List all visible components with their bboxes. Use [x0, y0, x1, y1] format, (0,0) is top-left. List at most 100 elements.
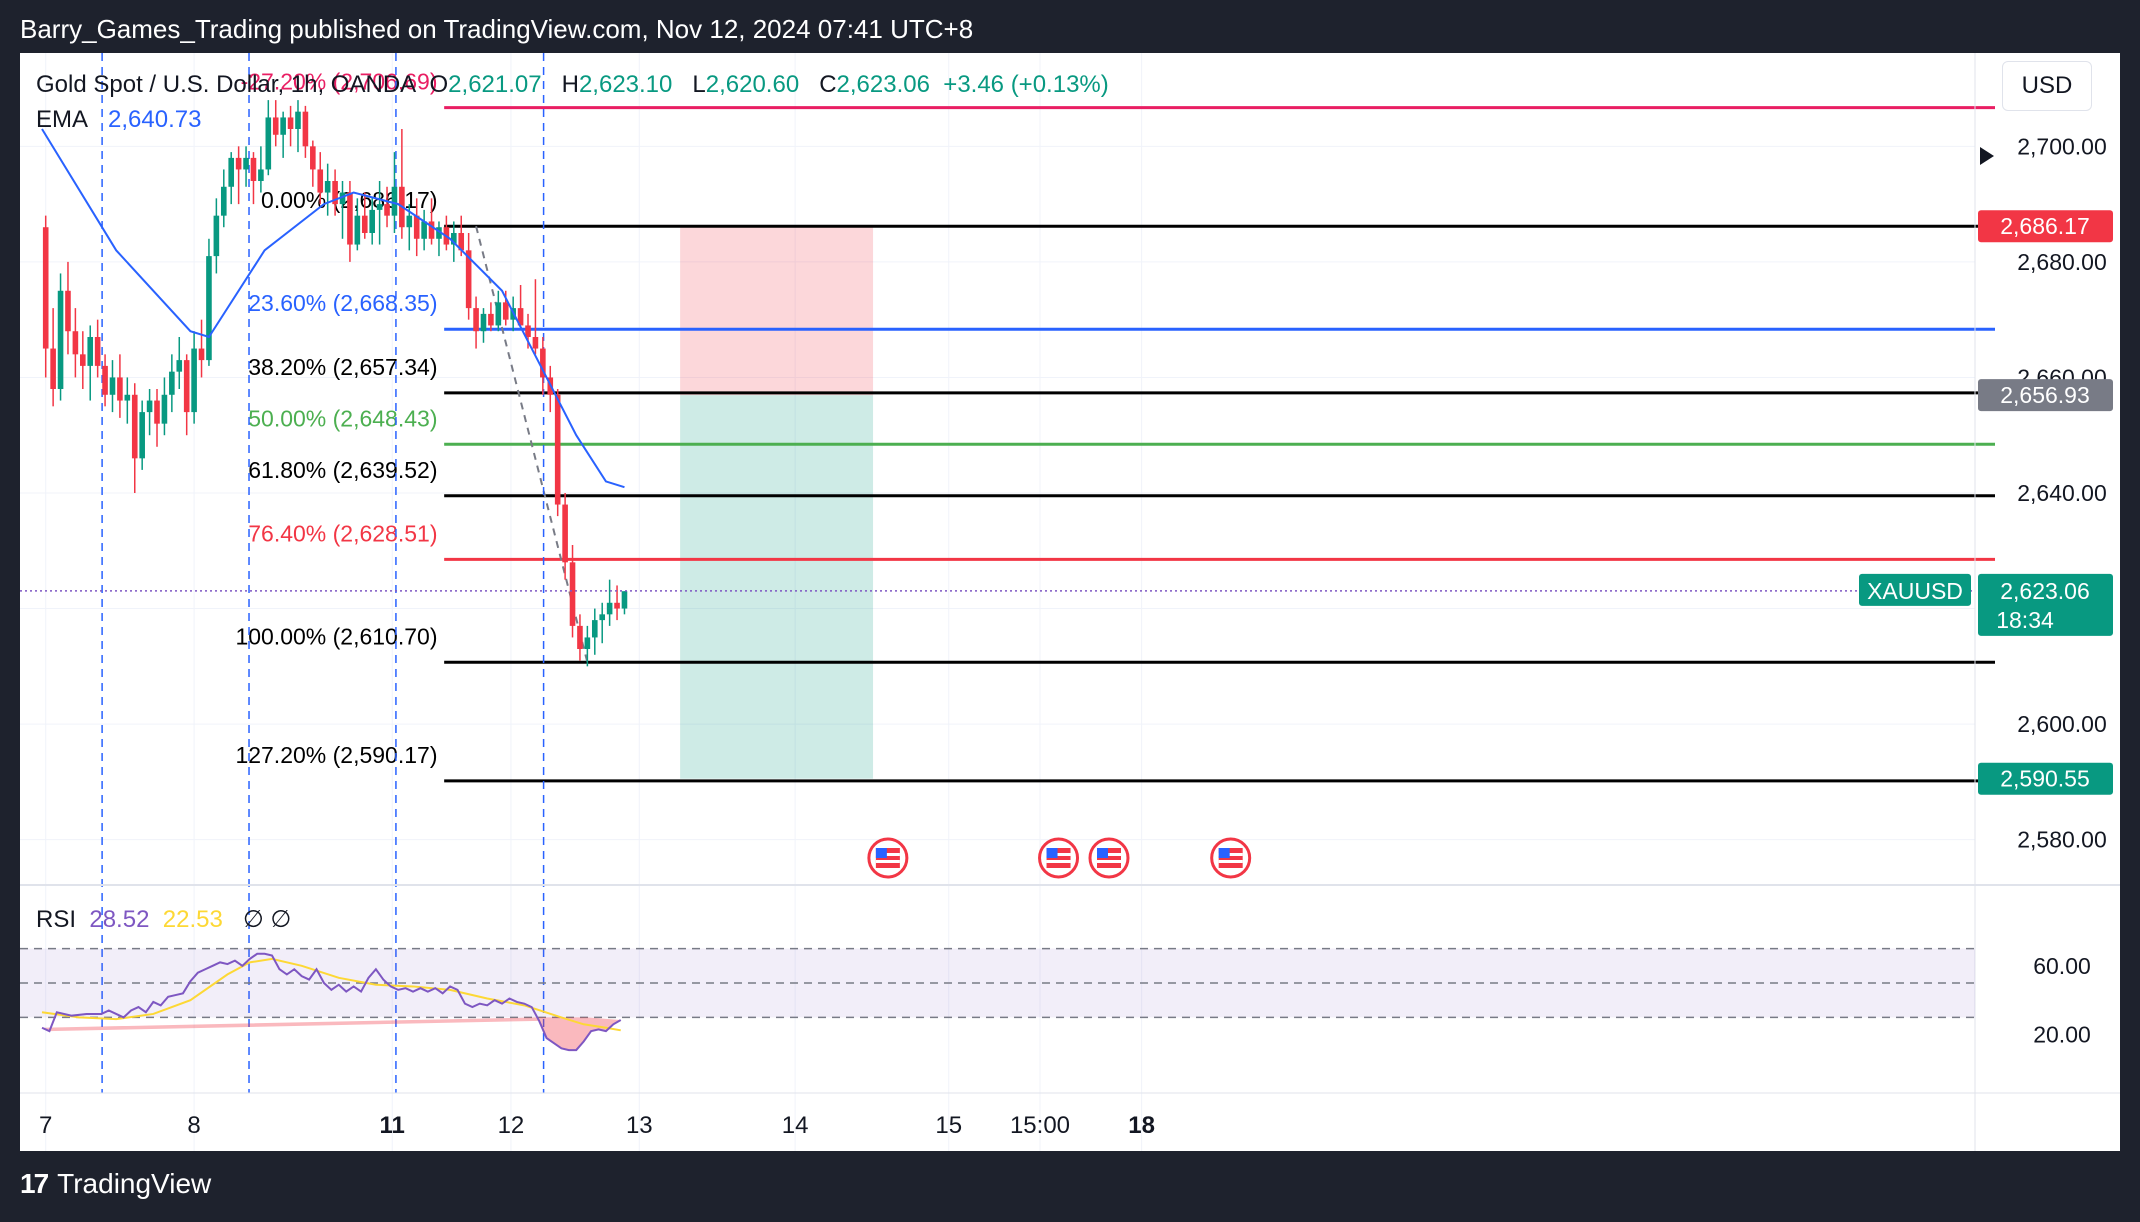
position-target-zone: [680, 395, 874, 779]
us-flag-icon: [1046, 853, 1071, 856]
candle: [436, 227, 442, 239]
fib-label: 38.20% (2,657.34): [248, 354, 437, 380]
candle: [428, 221, 435, 239]
fib-label: 76.40% (2,628.51): [248, 520, 437, 546]
rsi-value: 28.52: [89, 906, 150, 933]
candle: [57, 290, 64, 389]
scroll-right-icon: [1980, 147, 1994, 165]
ema-value: 2,640.73: [108, 106, 202, 133]
tradingview-logo-icon: 17: [20, 1168, 49, 1199]
rsi-legend[interactable]: RSI 28.52 22.53 ∅ ∅: [36, 905, 291, 934]
us-flag-icon: [1096, 848, 1108, 858]
candle: [109, 377, 116, 395]
symbol-badge: [1859, 573, 1971, 606]
open-label: O: [429, 71, 449, 98]
rsi-tick-label: 60.00: [2033, 953, 2091, 979]
candle: [102, 365, 108, 395]
time-tick-label: 18: [1128, 1112, 1155, 1139]
rsi-label: RSI: [36, 906, 77, 933]
candle: [465, 250, 472, 309]
price-tick-label: 2,680.00: [2017, 249, 2107, 275]
candle: [339, 192, 346, 205]
candle: [332, 181, 338, 205]
symbol-badge-label: XAUUSD: [1867, 578, 1963, 604]
change-value: +3.46 (+0.13%): [943, 71, 1109, 98]
us-flag-icon: [875, 853, 900, 856]
footer-brand[interactable]: 17 TradingView: [20, 1168, 211, 1200]
high-value: 2,623.10: [578, 71, 673, 98]
candle: [206, 256, 212, 361]
candle: [324, 181, 331, 193]
countdown-label: 18:34: [1996, 607, 2054, 633]
candle: [391, 186, 398, 216]
time-tick-label: 15: [935, 1112, 962, 1139]
rsi-tick-label: 20.00: [2033, 1022, 2091, 1048]
price-badge: [1978, 379, 2113, 412]
candle: [354, 215, 361, 245]
current-price-label: 2,623.06: [2000, 578, 2090, 604]
candle: [258, 169, 264, 181]
ema-line: [41, 128, 625, 489]
candle: [235, 157, 242, 170]
candle: [295, 111, 301, 129]
time-tick-label: 12: [498, 1112, 525, 1139]
low-label: L: [692, 71, 706, 98]
rsi-band: [20, 948, 1975, 1018]
candle: [451, 233, 457, 245]
current-price-badge: [1978, 573, 2113, 636]
candle: [287, 117, 294, 129]
candle: [42, 227, 49, 349]
rsi-extra: ∅ ∅: [242, 906, 292, 933]
candle: [72, 331, 79, 355]
symbol-title[interactable]: Gold Spot / U.S. Dollar, 1h, OANDA: [36, 71, 417, 98]
candle: [65, 290, 71, 332]
symbol-legend: Gold Spot / U.S. Dollar, 1h, OANDA O 2,62…: [36, 71, 1109, 99]
candle: [265, 117, 272, 170]
candle: [384, 204, 390, 216]
candle: [243, 157, 249, 170]
candle: [554, 394, 561, 505]
time-tick-label: 13: [626, 1112, 653, 1139]
brand-name: TradingView: [57, 1168, 212, 1199]
candle: [369, 209, 375, 233]
candle: [139, 412, 145, 459]
candle: [584, 637, 591, 649]
currency-button[interactable]: USD: [2002, 61, 2092, 111]
rsi-ma-line: [41, 957, 621, 1032]
candle: [146, 400, 153, 413]
candle: [376, 204, 383, 210]
candle: [488, 313, 494, 326]
ema-legend[interactable]: EMA 2,640.73: [36, 106, 201, 134]
time-tick-label: 11: [380, 1112, 405, 1139]
price-badge-label: 2,590.55: [2000, 766, 2090, 792]
candle: [272, 117, 279, 135]
candle: [421, 221, 427, 239]
us-flag-icon: [1218, 860, 1243, 863]
price-badge-label: 2,686.17: [2000, 213, 2090, 239]
us-flag-icon: [1096, 860, 1121, 863]
candle: [302, 111, 309, 147]
candle: [176, 360, 183, 372]
candle: [591, 620, 598, 638]
candle: [458, 233, 465, 251]
candle: [317, 169, 324, 193]
candle: [154, 400, 160, 424]
candle: [169, 371, 175, 395]
chart-canvas[interactable]: -27.20% (2,706.69)0.00% (2,686.17)23.60%…: [20, 53, 2120, 1151]
candle: [406, 215, 413, 228]
candle: [191, 348, 197, 413]
price-badge: [1978, 210, 2113, 243]
candle: [213, 215, 220, 257]
fib-label: -27.20% (2,706.69): [241, 69, 438, 95]
fib-label: 23.60% (2,668.35): [248, 290, 437, 316]
candle: [87, 337, 94, 366]
candle: [540, 348, 546, 378]
candle: [495, 302, 502, 326]
candle: [599, 614, 606, 621]
candle: [94, 337, 101, 366]
us-flag-icon: [875, 860, 900, 863]
chart-area[interactable]: -27.20% (2,706.69) 0.00% (2,686.17) 23.60%…: [20, 53, 2120, 1151]
fib-trend-line: [475, 225, 589, 663]
candle: [621, 591, 628, 609]
price-tick-label: 2,640.00: [2017, 480, 2107, 506]
